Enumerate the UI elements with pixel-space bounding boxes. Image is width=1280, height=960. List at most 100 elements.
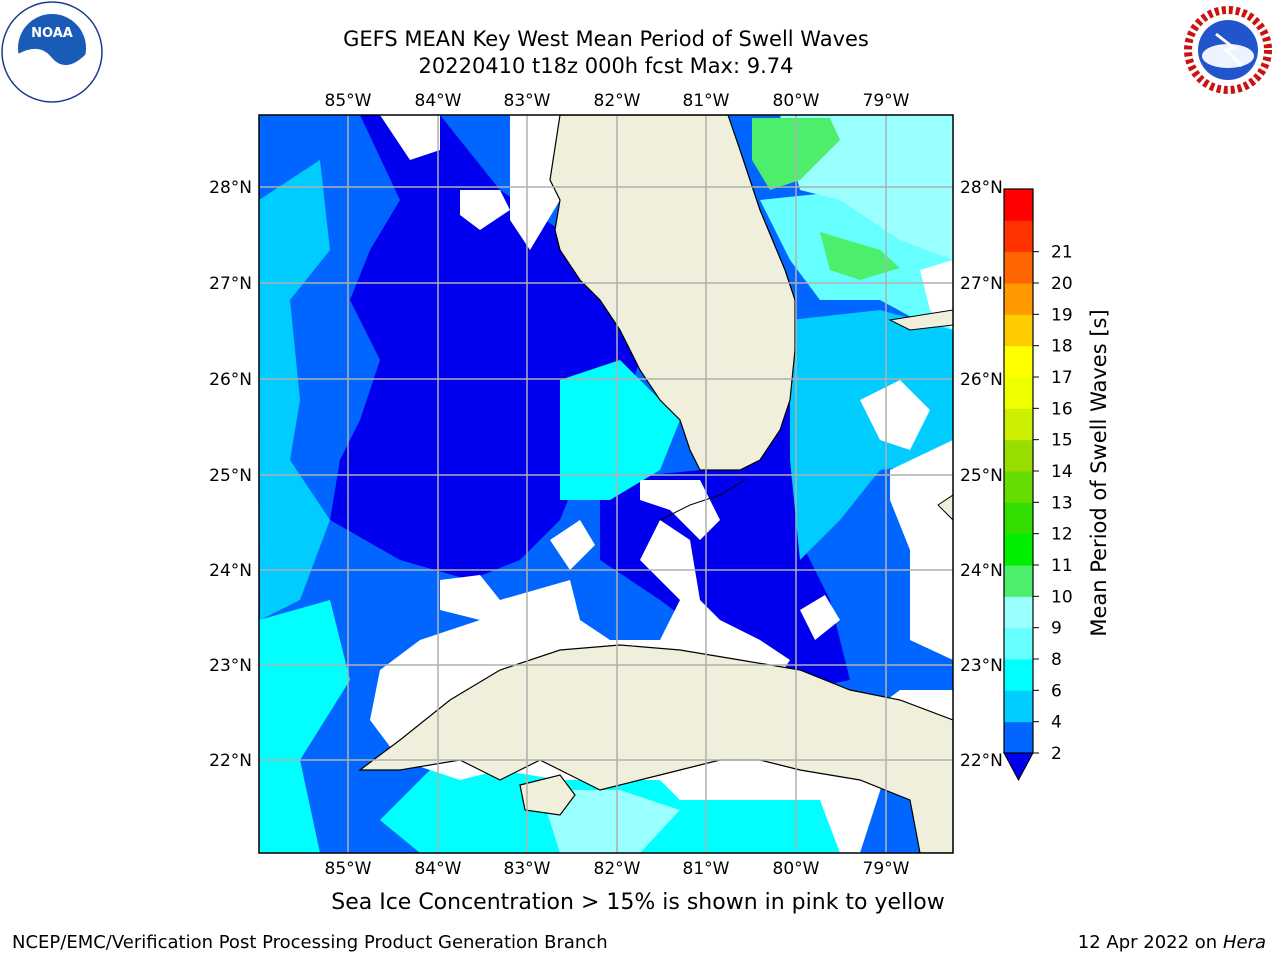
colorbar-tick-label: 2 <box>1051 744 1062 764</box>
footer-date: 12 Apr 2022 on Hera <box>1078 932 1266 953</box>
no-data-region <box>890 440 953 660</box>
lon-tick-top: 82°W <box>594 91 641 111</box>
lon-tick-bottom: 79°W <box>863 859 910 879</box>
no-data-region <box>860 380 930 450</box>
bahamas-land <box>937 494 953 521</box>
colorbar-tick-label: 19 <box>1051 305 1073 325</box>
lat-tick-right: 27°N <box>960 274 1003 294</box>
lat-tick-right: 24°N <box>960 561 1003 581</box>
map-tick-labels: 85°W 85°W 84°W 84°W 83°W 83°W 82°W 82°W 81°W 81°W… <box>209 91 1003 879</box>
footer-host: Hera <box>1222 932 1266 953</box>
colorbar-tick-label: 18 <box>1051 337 1073 357</box>
colorbar-segment <box>1004 627 1033 660</box>
florida-keys <box>659 479 746 521</box>
bahamas-land <box>888 309 953 331</box>
colorbar-tick-label: 12 <box>1051 525 1073 545</box>
swell-field-8-9 <box>820 232 900 280</box>
lon-tick-top: 83°W <box>504 91 551 111</box>
lat-tick-right: 26°N <box>960 370 1003 390</box>
colorbar-segment <box>1004 659 1033 691</box>
swell-field-under-2 <box>600 380 850 690</box>
colorbar-segment <box>1004 502 1033 535</box>
footer-date-text: 12 Apr 2022 on <box>1077 932 1223 953</box>
colorbar-segment <box>1004 189 1033 221</box>
colorbar-tick-label: 21 <box>1051 243 1073 263</box>
lon-tick-bottom: 80°W <box>773 859 820 879</box>
colorbar-segment <box>1004 345 1033 378</box>
colorbar-label: Mean Period of Swell Waves [s] <box>1087 309 1111 636</box>
lon-tick-top: 79°W <box>863 91 910 111</box>
colorbar-segment <box>1004 565 1033 597</box>
lon-tick-top: 81°W <box>683 91 730 111</box>
map-title-line2: 20220410 t18z 000h fcst Max: 9.74 <box>418 54 794 78</box>
lat-tick-right: 23°N <box>960 656 1003 676</box>
colorbar-segment <box>1004 377 1033 409</box>
colorbar-segment <box>1004 533 1033 566</box>
colorbar-tick-label: 4 <box>1051 713 1062 733</box>
cuba-land <box>358 644 953 853</box>
colorbar-segment <box>1004 220 1033 253</box>
lon-tick-top: 80°W <box>773 91 820 111</box>
colorbar-tick-label: 11 <box>1051 556 1073 576</box>
nws-logo <box>1180 2 1276 98</box>
no-data-region <box>800 595 840 640</box>
lon-tick-top: 85°W <box>325 91 372 111</box>
colorbar-tick-label: 9 <box>1051 619 1062 639</box>
colorbar-tick-label: 14 <box>1051 462 1073 482</box>
noaa-logo-text: NOAA <box>31 26 73 41</box>
colorbar-segment <box>1004 690 1033 723</box>
colorbar-tick-label: 15 <box>1051 431 1073 451</box>
map-panel <box>259 115 953 853</box>
swell-field-4-6 <box>259 600 350 853</box>
lon-tick-bottom: 84°W <box>415 859 462 879</box>
swell-field-4-6 <box>560 360 680 500</box>
colorbar-under-arrow <box>1003 752 1034 782</box>
colorbar-segment <box>1004 439 1033 472</box>
colorbar-tick-label: 17 <box>1051 368 1073 388</box>
lat-tick-left: 25°N <box>209 466 252 486</box>
colorbar-segment <box>1004 314 1033 347</box>
swell-field-4-6 <box>790 310 953 560</box>
graticule <box>259 115 953 853</box>
lon-tick-bottom: 83°W <box>504 859 551 879</box>
colorbar-tick-label: 20 <box>1051 274 1073 294</box>
lat-tick-left: 28°N <box>209 178 252 198</box>
colorbar-segment <box>1004 283 1033 315</box>
swell-field-6-8 <box>540 790 680 853</box>
noaa-logo: NOAA <box>1 1 103 103</box>
lon-tick-bottom: 81°W <box>683 859 730 879</box>
colorbar-segment <box>1004 471 1033 503</box>
lon-tick-bottom: 82°W <box>594 859 641 879</box>
colorbar-tick-label: 16 <box>1051 399 1073 419</box>
lon-tick-top: 84°W <box>415 91 462 111</box>
no-data-region <box>550 520 595 570</box>
lat-tick-left: 24°N <box>209 561 252 581</box>
lon-tick-bottom: 85°W <box>325 859 372 879</box>
sea-ice-note: Sea Ice Concentration > 15% is shown in … <box>331 890 945 915</box>
colorbar-segment <box>1004 251 1033 284</box>
map-frame <box>258 114 954 854</box>
florida-land <box>549 115 796 471</box>
lat-tick-left: 26°N <box>209 370 252 390</box>
swell-field-4-6 <box>259 160 330 620</box>
lat-tick-right: 28°N <box>960 178 1003 198</box>
colorbar-tick-label: 8 <box>1051 650 1062 670</box>
lat-tick-left: 23°N <box>209 656 252 676</box>
lat-tick-left: 22°N <box>209 751 252 771</box>
colorbar-tick-label: 10 <box>1051 587 1073 607</box>
colorbar-segment <box>1004 596 1033 629</box>
no-data-region <box>460 190 510 230</box>
map-title-line1: GEFS MEAN Key West Mean Period of Swell … <box>343 27 869 51</box>
footer-credit: NCEP/EMC/Verification Post Processing Pr… <box>12 932 608 953</box>
isle-of-youth-land <box>519 774 576 816</box>
lat-tick-right: 25°N <box>960 466 1003 486</box>
no-data-region <box>380 115 440 160</box>
colorbar-tick-label: 6 <box>1051 681 1062 701</box>
colorbar: 2 4 6 8 9 10 11 12 13 14 15 16 17 18 19 20 21 Mean Period… <box>1003 188 1111 782</box>
colorbar-tick-label: 13 <box>1051 493 1073 513</box>
lat-tick-left: 27°N <box>209 274 252 294</box>
lat-tick-right: 22°N <box>960 751 1003 771</box>
no-data-region <box>510 115 560 250</box>
colorbar-segment <box>1004 721 1033 754</box>
